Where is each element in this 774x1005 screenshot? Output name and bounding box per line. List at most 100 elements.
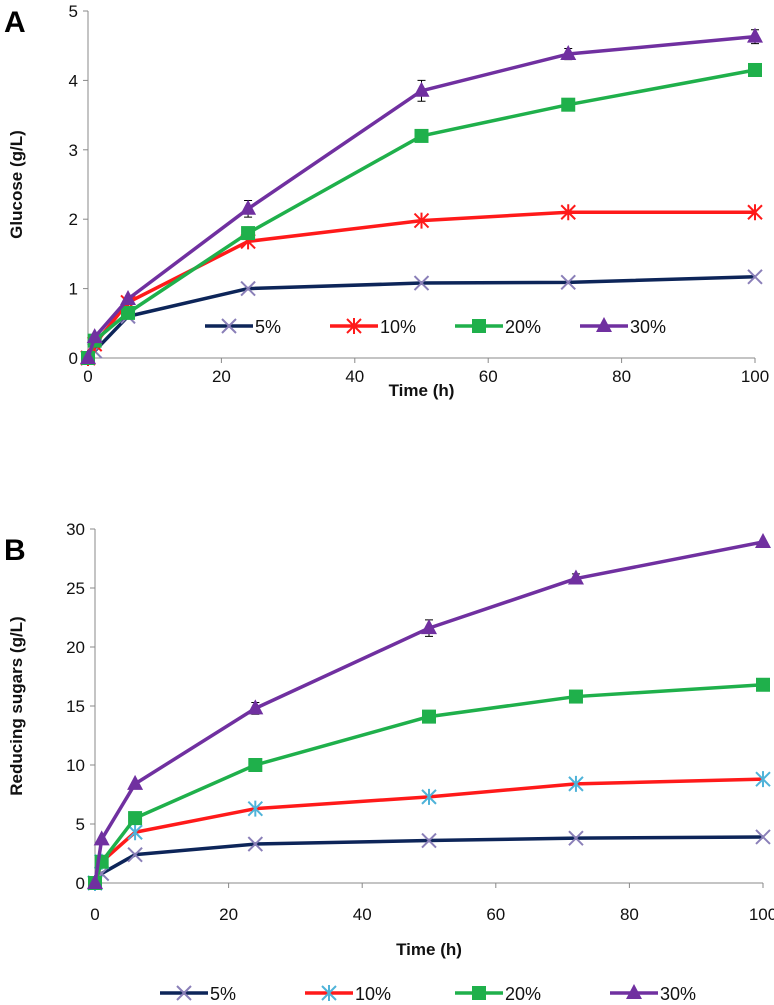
series-10pct (87, 771, 771, 891)
legend-marker (221, 318, 237, 334)
data-point (561, 97, 576, 112)
legend-item: 10% (330, 317, 416, 337)
data-point (421, 832, 437, 849)
data-point (80, 349, 96, 364)
data-point (240, 280, 256, 297)
chart-panel-a: A 0 1 2 3 4 5 0 20 40 60 80 100 Time (h) Glucose (g/L)… (4, 2, 769, 400)
series-line (93, 835, 764, 885)
y-tick-label: 5 (76, 815, 85, 834)
legend-label: 10% (380, 317, 416, 337)
series-30pct (80, 27, 763, 364)
series-20pct (88, 677, 770, 890)
data-point (240, 199, 257, 215)
data-point (755, 829, 771, 845)
x-tick-label: 40 (345, 367, 364, 386)
y-tick-label: 4 (69, 71, 78, 90)
legend-item: 20% (455, 984, 541, 1004)
legend-marker (596, 317, 612, 332)
y-tick-label: 30 (66, 520, 85, 539)
data-point (748, 62, 762, 77)
legend-label: 10% (355, 984, 391, 1004)
x-axis-label: Time (h) (396, 940, 462, 959)
legend-label: 30% (660, 984, 696, 1004)
x-tick-label: 60 (479, 367, 498, 386)
data-point (421, 788, 437, 805)
legend-label: 5% (255, 317, 281, 337)
legend-marker (176, 985, 192, 1001)
x-tick-label: 0 (90, 905, 99, 924)
legend-label: 20% (505, 984, 541, 1004)
data-point (568, 689, 583, 704)
data-point (421, 619, 437, 635)
data-point (567, 569, 584, 585)
y-tick-label: 15 (66, 697, 85, 716)
data-point (756, 677, 770, 692)
x-tick-label: 100 (741, 367, 769, 386)
data-point (128, 811, 143, 826)
legend-item: 20% (455, 317, 541, 337)
y-tick-label: 1 (69, 280, 78, 299)
data-point (127, 824, 143, 841)
data-point (127, 846, 143, 863)
x-tick-label: 0 (83, 367, 92, 386)
data-point (560, 204, 576, 221)
x-tick-label: 80 (612, 367, 631, 386)
x-tick-label: 80 (620, 905, 639, 924)
y-tick-label: 10 (66, 756, 85, 775)
legend-label: 5% (210, 984, 236, 1004)
x-tick-label: 60 (486, 905, 505, 924)
x-axis-label: Time (h) (389, 381, 455, 400)
legend-marker (346, 318, 362, 334)
y-tick-label: 5 (69, 2, 78, 21)
x-tick-label: 20 (212, 367, 231, 386)
data-point (568, 830, 584, 846)
legend-item: 10% (305, 984, 391, 1004)
data-point (568, 775, 584, 792)
series-30pct (87, 532, 771, 889)
legend-marker (626, 984, 642, 999)
legend-marker (472, 986, 486, 1000)
y-tick-label: 20 (66, 638, 85, 657)
legend-marker (321, 985, 337, 1001)
data-point (414, 128, 429, 143)
y-tick-label: 3 (69, 141, 78, 160)
data-point (86, 328, 103, 344)
chart-panel-b: B 0 5 10 15 20 25 30 0 20 40 60 80 100 Time (h) Reducin… (4, 520, 774, 1004)
legend-item: 5% (160, 984, 236, 1004)
data-point (755, 532, 771, 548)
legend-label: 30% (630, 317, 666, 337)
data-point (127, 774, 144, 790)
y-axis-label: Glucose (g/L) (7, 130, 26, 239)
y-tick-label: 25 (66, 579, 85, 598)
panel-label: B (4, 534, 26, 567)
data-point (247, 836, 264, 852)
data-point (413, 212, 430, 229)
data-point (747, 269, 763, 285)
data-point (560, 45, 577, 61)
data-point (747, 204, 763, 221)
y-tick-label: 2 (69, 210, 78, 229)
data-point (247, 699, 264, 715)
x-tick-label: 100 (749, 905, 774, 924)
data-point (93, 830, 110, 846)
data-point (413, 275, 430, 291)
series-10pct (80, 204, 763, 366)
legend-marker (472, 319, 486, 333)
legend-label: 20% (505, 317, 541, 337)
legend-item: 5% (205, 317, 281, 337)
series-5pct (87, 829, 771, 891)
data-point (121, 305, 136, 320)
x-tick-label: 40 (353, 905, 372, 924)
y-axis-label: Reducing sugars (g/L) (7, 616, 26, 795)
data-point (413, 81, 430, 97)
data-point (87, 874, 103, 889)
data-point (247, 800, 264, 817)
data-point (755, 771, 771, 788)
y-tick-label: 0 (69, 349, 78, 368)
data-point (747, 27, 763, 43)
data-point (248, 758, 263, 772)
data-point (422, 709, 436, 724)
x-tick-label: 20 (219, 905, 238, 924)
legend-item: 30% (580, 317, 666, 337)
